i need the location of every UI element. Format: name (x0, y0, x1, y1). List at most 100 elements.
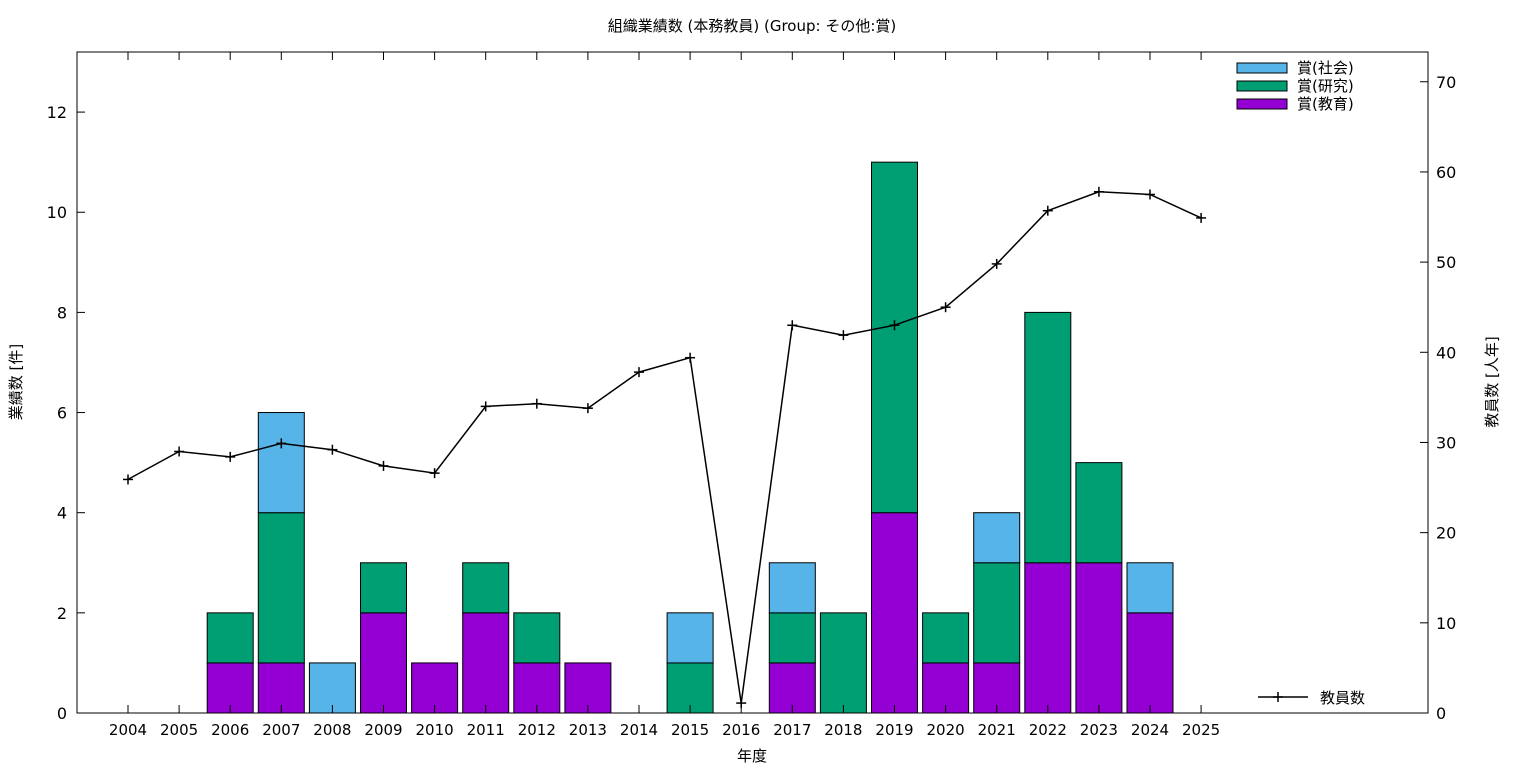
bar-2021-賞(研究) (973, 562, 1021, 664)
y-tick-label-4: 4 (57, 504, 67, 523)
y-tick-label-12: 12 (47, 103, 67, 122)
line-point-2011 (480, 401, 491, 412)
x-tick-label-2021: 2021 (978, 721, 1016, 739)
y2-tick-label-20: 20 (1436, 524, 1456, 543)
bar-2011-賞(研究) (462, 562, 510, 614)
x-tick-label-2022: 2022 (1029, 721, 1067, 739)
legend-swatch-賞(教育) (1236, 98, 1288, 110)
bar-2024-賞(社会) (1126, 562, 1174, 614)
y-axis-label: 業績数 [件] (7, 344, 25, 420)
x-tick-label-2023: 2023 (1080, 721, 1118, 739)
x-tick-label-2009: 2009 (364, 721, 402, 739)
line-point-2007 (276, 438, 287, 449)
legend-swatch-賞(研究) (1236, 80, 1288, 92)
bar-2012-賞(研究) (513, 612, 561, 664)
bar-2010-賞(教育) (411, 662, 459, 714)
line-point-2005 (174, 446, 185, 457)
y-tick-label-2: 2 (57, 604, 67, 623)
x-tick-label-2024: 2024 (1131, 721, 1169, 739)
line-point-2006 (225, 451, 236, 462)
x-tick-label-2019: 2019 (875, 721, 913, 739)
line-point-2018 (838, 330, 849, 341)
bar-2019-賞(研究) (871, 161, 918, 514)
x-tick-label-2005: 2005 (160, 721, 198, 739)
line-point-2017 (787, 320, 798, 331)
x-tick-label-2013: 2013 (569, 721, 607, 739)
bar-2017-賞(教育) (768, 662, 816, 714)
bar-2009-賞(教育) (360, 612, 407, 714)
x-tick-label-2004: 2004 (109, 721, 147, 739)
y-tick-label-0: 0 (57, 704, 67, 723)
line-教員数 (127, 191, 1202, 704)
bar-2020-賞(研究) (922, 612, 970, 664)
line-point-2015 (685, 352, 696, 363)
bar-2024-賞(教育) (1126, 612, 1174, 714)
y2-tick-label-40: 40 (1436, 343, 1456, 362)
bar-2007-賞(社会) (257, 412, 305, 514)
y2-tick-label-50: 50 (1436, 253, 1456, 272)
line-point-2025 (1196, 212, 1207, 223)
x-tick-label-2015: 2015 (671, 721, 709, 739)
bar-2021-賞(教育) (973, 662, 1021, 714)
bar-2018-賞(研究) (819, 612, 867, 714)
x-tick-label-2014: 2014 (620, 721, 658, 739)
x-tick-label-2017: 2017 (773, 721, 811, 739)
x-tick-label-2020: 2020 (927, 721, 965, 739)
bar-2006-賞(研究) (206, 612, 254, 664)
y2-tick-label-0: 0 (1436, 704, 1446, 723)
bar-2023-賞(研究) (1075, 462, 1123, 564)
x-tick-label-2010: 2010 (416, 721, 454, 739)
line-point-2022 (1042, 205, 1053, 216)
bar-2017-賞(研究) (768, 612, 816, 664)
legend-label-賞(教育): 賞(教育) (1297, 95, 1354, 113)
x-tick-label-2018: 2018 (824, 721, 862, 739)
bar-2022-賞(教育) (1024, 562, 1072, 714)
legend-swatch-賞(社会) (1236, 62, 1288, 74)
x-tick-label-2025: 2025 (1182, 721, 1220, 739)
bar-2021-賞(社会) (973, 512, 1021, 564)
bar-2017-賞(社会) (768, 562, 816, 614)
bar-2015-賞(社会) (666, 612, 714, 664)
line-point-2008 (327, 444, 338, 455)
legend-label-教員数: 教員数 (1320, 689, 1365, 707)
y2-axis-label: 教員数 [人年] (1483, 336, 1501, 427)
bar-2019-賞(教育) (871, 512, 918, 714)
bar-2008-賞(社会) (308, 662, 356, 714)
bar-2022-賞(研究) (1024, 311, 1072, 564)
legend-label-賞(研究): 賞(研究) (1297, 77, 1354, 95)
line-point-2024 (1145, 189, 1155, 200)
x-tick-label-2007: 2007 (262, 721, 300, 739)
line-point-2010 (429, 468, 440, 479)
y-tick-label-10: 10 (47, 203, 67, 222)
plot-area: 2004 2005 2006 2007 2008 2009 2010 2011 2012 2013… (47, 51, 1456, 739)
line-point-2009 (378, 460, 389, 471)
line-point-2016 (736, 698, 747, 709)
line-point-2012 (531, 398, 542, 409)
x-axis-label: 年度 (737, 747, 767, 765)
line-point-2004 (123, 474, 133, 485)
bar-2007-賞(教育) (257, 662, 305, 714)
line-point-2014 (634, 367, 644, 378)
chart-title: 組織業績数 (本務教員) (Group: その他:賞) (608, 17, 897, 35)
line-point-2020 (940, 302, 951, 313)
y2-tick-label-60: 60 (1436, 163, 1456, 182)
bar-2013-賞(教育) (564, 662, 612, 714)
bar-2011-賞(教育) (462, 612, 510, 714)
plot-border (76, 51, 1429, 714)
y2-tick-label-30: 30 (1436, 433, 1456, 452)
line-point-2019 (889, 320, 900, 331)
x-tick-label-2012: 2012 (518, 721, 556, 739)
x-tick-label-2011: 2011 (467, 721, 505, 739)
x-tick-label-2008: 2008 (313, 721, 351, 739)
y-tick-label-8: 8 (57, 303, 67, 322)
y2-tick-label-10: 10 (1436, 614, 1456, 633)
y2-tick-label-70: 70 (1436, 73, 1456, 92)
bar-2023-賞(教育) (1075, 562, 1123, 714)
bar-2006-賞(教育) (206, 662, 254, 714)
y-tick-label-6: 6 (57, 404, 67, 423)
legend-label-賞(社会): 賞(社会) (1297, 59, 1354, 77)
line-point-2013 (582, 403, 593, 414)
line-point-2023 (1093, 186, 1104, 197)
line-point-2021 (991, 258, 1002, 269)
